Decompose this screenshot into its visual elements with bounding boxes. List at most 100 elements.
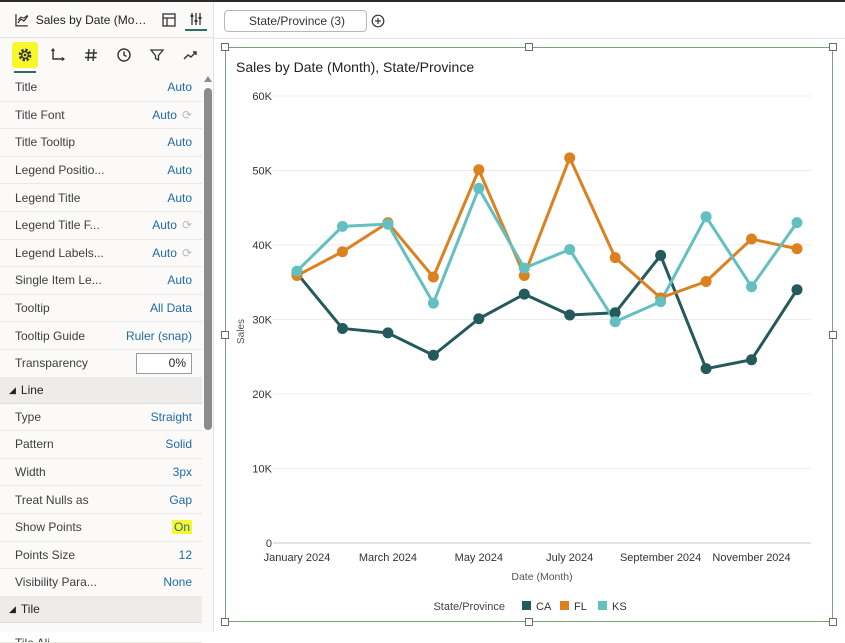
chart-title[interactable]: Sales by Date (Month), State/Province [236,59,475,75]
series-line-ca[interactable] [295,253,799,371]
data-point-fl[interactable] [700,276,712,288]
resize-handle-bottom-left[interactable] [221,618,229,626]
property-row-title-tooltip[interactable]: Title Tooltip Auto [0,129,202,157]
property-row-show-points[interactable]: Show Points On [0,514,202,542]
property-value[interactable]: Auto [167,273,192,287]
add-filter-icon[interactable] [371,14,385,28]
data-point-fl[interactable] [746,233,758,245]
data-point-ks[interactable] [700,211,712,223]
data-point-ks[interactable] [791,217,803,229]
data-point-ca[interactable] [655,249,667,261]
section-line[interactable]: ◢ Line [0,377,202,404]
property-value[interactable]: Straight [151,410,192,424]
transparency-input[interactable]: 0% [136,352,192,374]
property-row-legend-title-f[interactable]: Legend Title F... Auto ⟳ [0,212,202,240]
property-row-legend-positio[interactable]: Legend Positio... Auto [0,157,202,185]
property-row-pattern[interactable]: Pattern Solid [0,431,202,459]
scroll-up-arrow-icon[interactable] [204,76,212,82]
property-row-treat-nulls-as[interactable]: Treat Nulls as Gap [0,486,202,514]
series-line-ks[interactable] [295,186,799,324]
property-value[interactable]: 12 [179,548,192,562]
data-point-ks[interactable] [382,218,394,230]
data-point-ks[interactable] [564,243,576,255]
legend-swatch-ca[interactable] [522,601,531,610]
property-value[interactable]: All Data [150,301,192,315]
property-value[interactable]: On [171,520,192,535]
data-point-ca[interactable] [700,363,712,375]
data-point-fl[interactable] [609,252,621,264]
property-value[interactable]: None [163,575,192,589]
data-point-ca[interactable] [336,322,348,334]
data-point-ca[interactable] [382,327,394,339]
property-value[interactable]: 3px [173,465,192,479]
property-row-title-font[interactable]: Title Font Auto ⟳ [0,102,202,130]
reset-icon[interactable]: ⟳ [181,245,192,260]
filter-chip-state-province[interactable]: State/Province (3) [224,10,367,32]
data-point-ks[interactable] [746,281,758,293]
resize-handle-top[interactable] [525,43,533,51]
property-row-single-item-le[interactable]: Single Item Le... Auto [0,267,202,295]
property-value[interactable]: Auto [167,80,192,94]
properties-panel-button[interactable] [185,9,207,31]
resize-handle-right[interactable] [829,331,837,339]
data-point-fl[interactable] [791,243,803,255]
data-point-fl[interactable] [427,271,439,283]
property-value[interactable]: Auto ⟳ [152,218,192,232]
property-row-tooltip-guide[interactable]: Tooltip Guide Ruler (snap) [0,322,202,350]
data-point-ks[interactable] [473,182,485,194]
resize-handle-top-right[interactable] [829,43,837,51]
data-point-fl[interactable] [336,246,348,258]
data-point-ca[interactable] [518,288,530,300]
tab-values[interactable] [78,42,104,68]
property-row-points-size[interactable]: Points Size 12 [0,542,202,570]
data-point-fl[interactable] [473,164,485,176]
property-row-legend-title[interactable]: Legend Title Auto [0,184,202,212]
property-row-tile-align[interactable]: Tile Ali... [0,623,202,643]
data-point-ks[interactable] [518,262,530,274]
resize-handle-bottom[interactable] [525,618,533,626]
property-value[interactable]: Ruler (snap) [126,329,192,343]
property-value[interactable]: Auto [167,191,192,205]
data-point-ca[interactable] [473,313,485,325]
property-value[interactable]: Auto ⟳ [152,108,192,122]
data-point-ca[interactable] [427,349,439,361]
data-point-ks[interactable] [655,296,667,308]
tab-axis[interactable] [45,42,71,68]
data-point-ca[interactable] [609,307,621,319]
resize-handle-left[interactable] [221,331,229,339]
property-row-tooltip[interactable]: Tooltip All Data [0,295,202,323]
property-row-title[interactable]: Title Auto [0,74,202,102]
reset-icon[interactable]: ⟳ [181,218,192,233]
property-row-legend-labels[interactable]: Legend Labels... Auto ⟳ [0,240,202,268]
visualization-title[interactable]: Sales by Date (Month), State/Province [35,12,152,27]
panel-scrollbar[interactable] [204,76,212,432]
reset-icon[interactable]: ⟳ [181,107,192,122]
data-point-ks[interactable] [609,316,621,328]
property-value[interactable]: Auto [167,163,192,177]
series-line-fl[interactable] [296,156,798,300]
property-row-width[interactable]: Width 3px [0,459,202,487]
property-value[interactable]: Solid [165,437,192,451]
data-point-ks[interactable] [291,265,303,277]
property-row-type[interactable]: Type Straight [0,404,202,432]
tab-time[interactable] [111,42,137,68]
legend-swatch-ks[interactable] [598,601,607,610]
tab-filters[interactable] [144,42,170,68]
resize-handle-bottom-right[interactable] [829,618,837,626]
data-point-ca[interactable] [564,309,576,321]
scrollbar-thumb[interactable] [204,88,212,430]
resize-handle-top-left[interactable] [221,43,229,51]
data-point-ks[interactable] [427,297,439,309]
section-tile[interactable]: ◢ Tile [0,596,202,623]
property-row-visibility-para[interactable]: Visibility Para... None [0,569,202,597]
chart-canvas[interactable]: Sales by Date (Month), State/Province 0 1… [225,47,833,622]
tab-general[interactable] [12,42,38,73]
data-panel-button[interactable] [158,9,180,31]
property-value[interactable]: Auto [167,135,192,149]
property-value[interactable]: Gap [169,493,192,507]
tab-analytics[interactable] [177,42,203,68]
property-value[interactable]: Auto ⟳ [152,246,192,260]
legend-swatch-fl[interactable] [560,601,569,610]
data-point-fl[interactable] [564,152,576,164]
data-point-ca[interactable] [746,354,758,366]
